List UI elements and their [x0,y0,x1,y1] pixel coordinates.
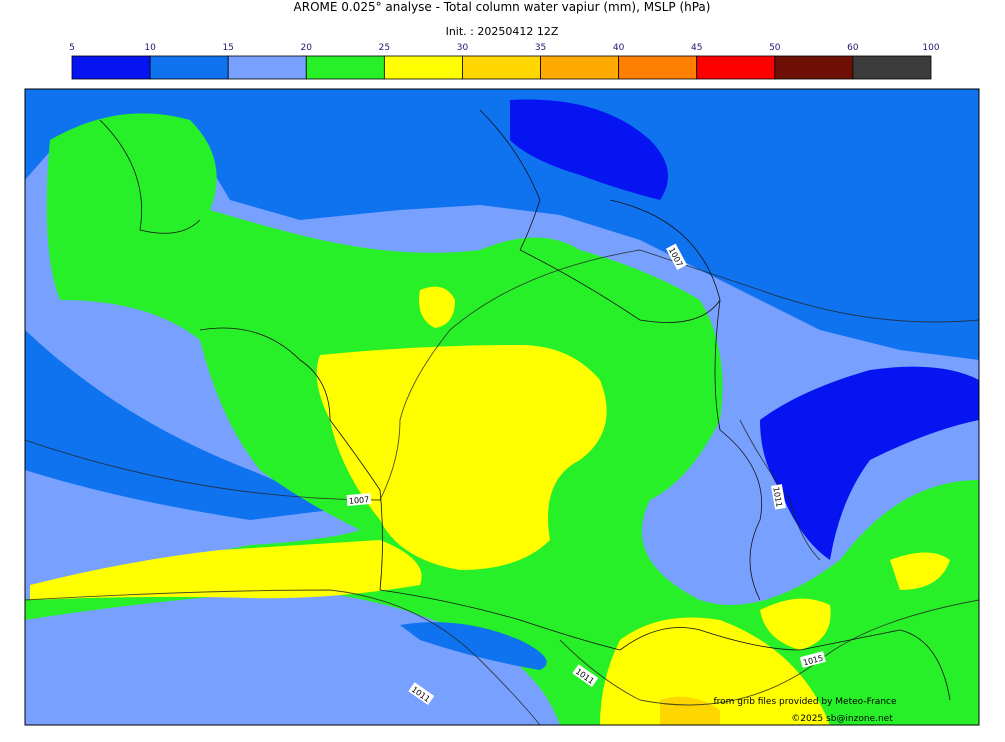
colorbar-bin [462,55,541,80]
field-deep-blue-alps [760,366,979,560]
map-fields [25,89,979,725]
colorbar-bin [227,55,307,80]
colorbar-label: 20 [301,43,313,53]
colorbar-label: 15 [222,43,233,53]
isobar-label-bg [799,651,826,668]
isobars [25,249,979,725]
colorbar-label: 50 [769,43,781,53]
field-yellow-southeast [600,617,830,725]
colorbar-label: 30 [457,43,469,53]
colorbar-label: 10 [144,43,156,53]
isobar-label: 1007 [346,492,372,507]
colorbar-bin [149,55,229,80]
colorbar-label: 100 [922,43,939,53]
isobar-label-bg [408,682,435,705]
colorbar-bin [71,55,151,80]
colorbar-label: 25 [379,43,390,53]
field-dark-blue-north [25,89,979,360]
colorbar-label: 60 [847,43,859,53]
field-yellow-islands [760,598,831,650]
isobar-label-bg [572,664,599,687]
colorbar-label: 40 [613,43,625,53]
colorbar-bin [852,55,932,80]
field-deep-blue-north [510,99,668,200]
init-time: Init. : 20250412 12Z [446,25,559,38]
colorbar-label: 5 [69,43,75,53]
field-gold-spot [660,696,720,725]
coastlines [99,109,951,701]
field-yellow-band [30,540,422,600]
isobar-label-bg [770,484,786,510]
colorbar-bin [383,55,463,80]
provider-credit: from grib files provided by Meteo-France [713,697,896,707]
isobar-label-text: 1011 [771,486,783,508]
isobar-label: 1011 [770,484,786,510]
field-dark-blue-ocean [25,330,330,520]
colorbar-bin [540,55,620,80]
colorbar-label: 35 [535,43,546,53]
map-frame [24,88,980,726]
title: AROME 0.025° analyse - Total column wate… [294,0,711,14]
colorbar-bin [696,55,776,80]
colorbar: 5 10 15 20 25 30 35 40 45 50 60 100 [69,43,940,80]
isobar-label-bg [665,243,687,270]
isobar-label-bg [346,492,372,507]
copyright: ©2025 sb@inzone.net [791,714,893,724]
field-yellow-center [316,345,607,570]
colorbar-label: 45 [691,43,702,53]
isobar-label-text: 1007 [349,495,370,506]
colorbar-bin [305,55,385,80]
field-yellow-east [890,552,950,590]
colorbar-bin [618,55,698,80]
field-yellow-spot [419,286,455,328]
field-pyrenees [400,622,547,670]
colorbar-bin [774,55,854,80]
